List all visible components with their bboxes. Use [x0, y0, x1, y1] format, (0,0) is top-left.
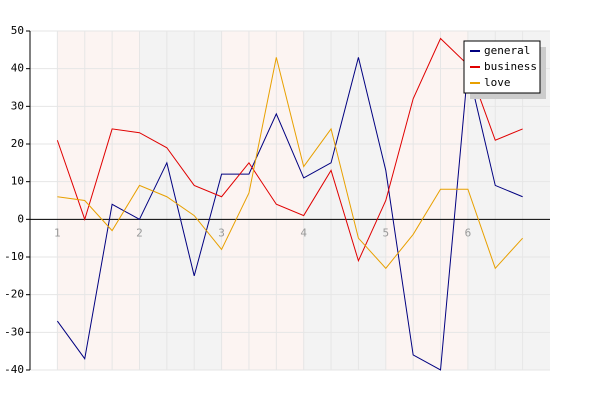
legend-label: general [484, 44, 530, 57]
background-stripe [440, 31, 468, 370]
background-stripe [331, 31, 359, 370]
background-stripe [57, 31, 85, 370]
x-tick-label: 4 [300, 226, 307, 239]
x-tick-label: 2 [136, 226, 143, 239]
y-tick-label: 0 [17, 212, 24, 225]
y-tick-label: 20 [11, 137, 24, 150]
background-stripe [413, 31, 441, 370]
background-stripe [248, 31, 277, 370]
x-tick-label: 6 [465, 226, 472, 239]
background-stripe [358, 31, 386, 370]
legend-label: business [484, 60, 537, 73]
series-line [56, 37, 523, 263]
y-tick-label: -40 [4, 363, 24, 376]
background-stripe [276, 31, 304, 370]
x-tick-label: 3 [218, 226, 225, 239]
y-tick-label: -10 [4, 250, 24, 263]
series-line [57, 57, 524, 270]
background-stripe [194, 31, 222, 370]
background-stripe [221, 31, 249, 370]
y-tick-label: 50 [11, 24, 24, 37]
y-tick-label: 40 [11, 62, 24, 75]
background-stripe [30, 31, 58, 370]
background-stripe [84, 31, 113, 370]
background-stripe [112, 31, 140, 370]
background-stripe [139, 31, 167, 370]
y-tick-label: 30 [11, 99, 24, 112]
background-stripe [166, 31, 195, 370]
y-tick-label: -20 [4, 288, 24, 301]
y-tick-label: 10 [11, 175, 24, 188]
x-tick-label: 5 [382, 226, 389, 239]
x-tick-label: 1 [54, 226, 61, 239]
y-tick-label: -30 [4, 325, 24, 338]
background-stripe [303, 31, 332, 370]
legend-label: love [484, 76, 511, 89]
series-line [56, 57, 523, 371]
